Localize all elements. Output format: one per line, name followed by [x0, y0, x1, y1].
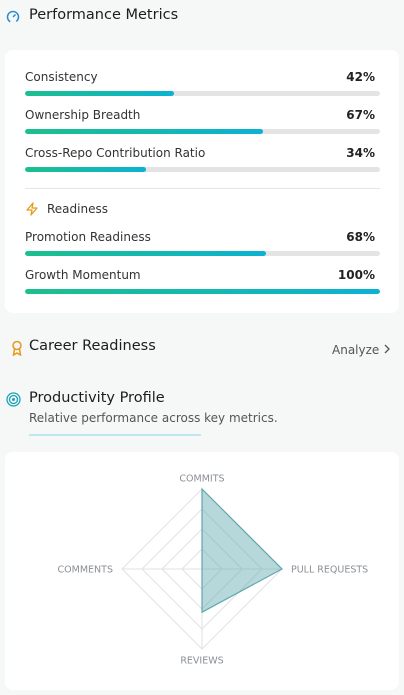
radar-area	[201, 487, 283, 614]
section-title: Career Readiness	[29, 338, 156, 354]
axis-label: PULL REQUESTS	[291, 565, 368, 576]
metric-label: Cross-Repo Contribution Ratio	[25, 146, 206, 160]
metric-label: Ownership Breadth	[25, 108, 141, 122]
chart-card: COMMITS PULL REQUESTS REVIEWS COMMENTS	[5, 452, 399, 690]
metric-label: Growth Momentum	[25, 268, 141, 282]
button-label: Analyze	[332, 343, 380, 357]
metric-label: Consistency	[25, 70, 98, 84]
gauge-icon	[6, 10, 20, 24]
radar-chart: COMMITS PULL REQUESTS REVIEWS COMMENTS	[58, 474, 369, 667]
analyze-button[interactable]: Analyze	[332, 343, 391, 357]
progress-fill	[25, 289, 380, 294]
progress-fill	[25, 251, 267, 256]
axis-label: COMMITS	[179, 474, 224, 485]
axis-label: REVIEWS	[180, 656, 223, 667]
award-icon	[12, 340, 22, 356]
target-icon	[6, 392, 21, 407]
progress-fill	[25, 167, 146, 172]
progress-track	[25, 91, 380, 96]
section-title: Productivity Profile	[29, 390, 165, 406]
progress-fill	[25, 129, 263, 134]
metric-label: Promotion Readiness	[25, 230, 151, 244]
progress-track	[25, 251, 380, 256]
metric-value: 100%	[337, 268, 375, 282]
divider	[25, 188, 380, 189]
chevron	[384, 344, 391, 354]
progress-track	[25, 129, 380, 134]
section-subtitle: Relative performance across key metrics.	[29, 411, 278, 425]
metric-value: 34%	[346, 146, 375, 160]
underline	[29, 434, 201, 436]
progress-track	[25, 289, 380, 294]
metrics-card: Consistency 42% Ownership Breadth 67% Cross-…	[5, 50, 399, 313]
axis-label: COMMENTS	[58, 565, 113, 576]
subsection-title: Readiness	[47, 202, 108, 216]
metric-value: 68%	[346, 230, 375, 244]
progress-fill	[25, 91, 175, 96]
section-title: Performance Metrics	[29, 7, 179, 23]
bolt-icon	[26, 202, 38, 216]
progress-track	[25, 167, 380, 172]
metric-value: 67%	[346, 108, 375, 122]
metric-value: 42%	[346, 70, 375, 84]
